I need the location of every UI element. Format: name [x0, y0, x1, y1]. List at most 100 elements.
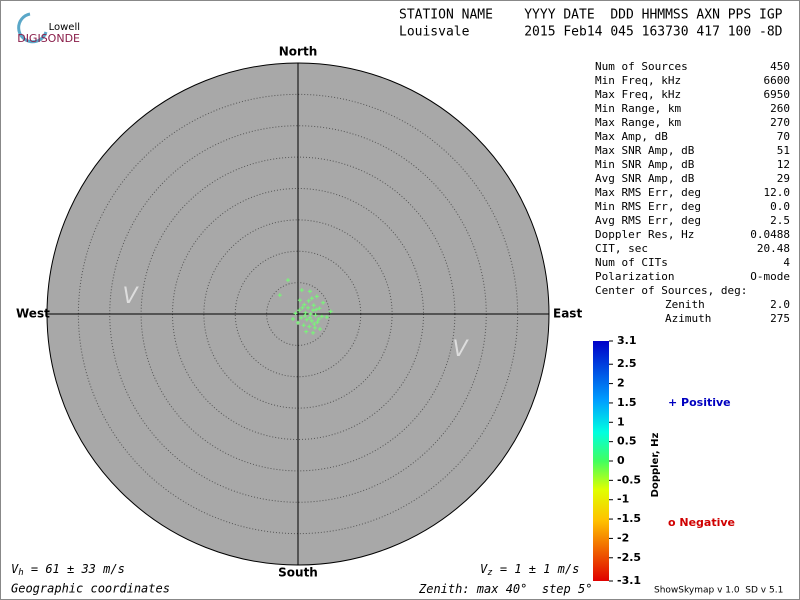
source-point: [314, 294, 319, 299]
stat-label: Doppler Res, Hz: [595, 228, 694, 241]
stat-value: 12.0: [764, 186, 791, 199]
source-point: [307, 289, 312, 294]
source-point: [311, 330, 316, 335]
source-point: [313, 313, 318, 318]
stat-label: Max SNR Amp, dB: [595, 144, 695, 157]
stat-label: Max Freq, kHz: [595, 88, 681, 101]
center-title: Center of Sources, deg:: [595, 284, 747, 297]
legend-negative: o Negative: [668, 516, 735, 529]
stat-value: 0.0: [770, 200, 790, 213]
center-value: 2.0: [770, 298, 790, 311]
source-point: [317, 327, 322, 332]
source-point: [302, 313, 307, 318]
source-point: [296, 320, 300, 325]
velocity-marker: V: [452, 337, 469, 362]
stat-value: 0.0488: [750, 228, 790, 241]
stat-value: 6600: [764, 74, 791, 87]
source-point: [315, 320, 320, 325]
stat-label: Num of Sources: [595, 60, 688, 73]
colorbar-tick-label: 0.5: [617, 435, 637, 448]
stat-value: 2.5: [770, 214, 790, 227]
logo-top: Lowell: [49, 22, 80, 33]
colorbar-tick-label: -3.1: [617, 574, 641, 587]
vh-text: Vh = 61 ± 33 m/s: [11, 562, 125, 578]
stat-label: Max Amp, dB: [595, 130, 668, 143]
coords-text: Geographic coordinates: [11, 582, 170, 596]
source-point: [297, 298, 302, 303]
vh-sub: h: [18, 568, 23, 578]
vz-value: = 1 ± 1 m/s: [493, 562, 580, 576]
vh-symbol: V: [11, 562, 19, 576]
compass-label: South: [278, 566, 318, 580]
source-point: [303, 310, 308, 315]
source-point: [306, 305, 311, 310]
stat-value: 29: [777, 172, 790, 185]
compass-label: West: [16, 307, 50, 321]
colorbar-tick-label: 1: [617, 415, 625, 428]
header-row: STATION NAME YYYY DATE DDD HHMMSS AXN PP…: [399, 8, 783, 23]
colorbar-tick-label: -1: [617, 493, 629, 506]
colorbar-tick-label: -0.5: [617, 473, 641, 486]
colorbar-tick-label: 3.1: [617, 334, 637, 347]
source-point: [299, 315, 304, 320]
stat-value: 260: [770, 102, 790, 115]
stat-value: 51: [777, 144, 790, 157]
source-point: [290, 317, 295, 322]
source-point: [311, 308, 316, 313]
source-point: [314, 307, 319, 312]
stat-value: 70: [777, 130, 790, 143]
stat-value: 450: [770, 60, 790, 73]
version: ShowSkymap v 1.0 SD v 5.1: [654, 586, 783, 596]
source-point: [307, 315, 312, 320]
colorbar-tick-label: -2.5: [617, 551, 641, 564]
source-point: [316, 317, 321, 322]
source-point: [328, 309, 333, 314]
source-point: [312, 322, 317, 327]
colorbar-tick-label: 2: [617, 377, 625, 390]
stat-value: 20.48: [757, 242, 790, 255]
zenith-step-label: step: [527, 582, 578, 596]
source-point: [312, 325, 317, 330]
source-point: [304, 329, 309, 334]
vz-symbol: V: [480, 562, 488, 576]
colorbar-tick-label: 1.5: [617, 396, 637, 409]
source-point: [319, 314, 324, 319]
colorbar-label: Doppler, Hz: [650, 433, 661, 498]
source-point: [309, 318, 314, 323]
source-point: [309, 296, 314, 301]
stat-label: Avg RMS Err, deg: [595, 214, 701, 227]
zenith-label: Zenith: max: [418, 582, 506, 596]
stat-label: Avg SNR Amp, dB: [595, 172, 695, 185]
stat-label: Max RMS Err, deg: [595, 186, 701, 199]
colorbar-tick-label: 0: [617, 454, 625, 467]
stat-label: CIT, sec: [595, 242, 648, 255]
stat-label: Min SNR Amp, dB: [595, 158, 695, 171]
stat-value: 270: [770, 116, 790, 129]
vz-sub: z: [487, 568, 492, 578]
source-point: [302, 302, 307, 307]
stat-label: Polarization: [595, 270, 674, 283]
stat-value: 6950: [764, 88, 791, 101]
velocity-marker: V: [122, 284, 139, 309]
source-point: [300, 305, 305, 310]
zenith-max: 40: [506, 582, 520, 596]
source-point: [304, 317, 309, 322]
legend-positive: + Positive: [668, 396, 731, 409]
logo-swoosh: [17, 12, 48, 44]
source-point: [297, 308, 302, 313]
source-point: [324, 315, 329, 320]
colorbar-tick-label: -1.5: [617, 512, 641, 525]
stat-label: Min Range, km: [595, 102, 681, 115]
source-point: [311, 303, 316, 308]
source-point: [317, 306, 322, 311]
source-point: [301, 323, 306, 328]
source-point: [321, 300, 326, 305]
logo-bottom: DIGISONDE: [17, 32, 80, 45]
zenith-step: 5: [578, 582, 585, 596]
stat-label: Min RMS Err, deg: [595, 200, 701, 213]
stat-label: Max Range, km: [595, 116, 681, 129]
source-point: [306, 298, 311, 303]
center-label: Zenith: [665, 298, 705, 311]
zenith-text: Zenith: max 40° step 5°: [418, 582, 592, 596]
